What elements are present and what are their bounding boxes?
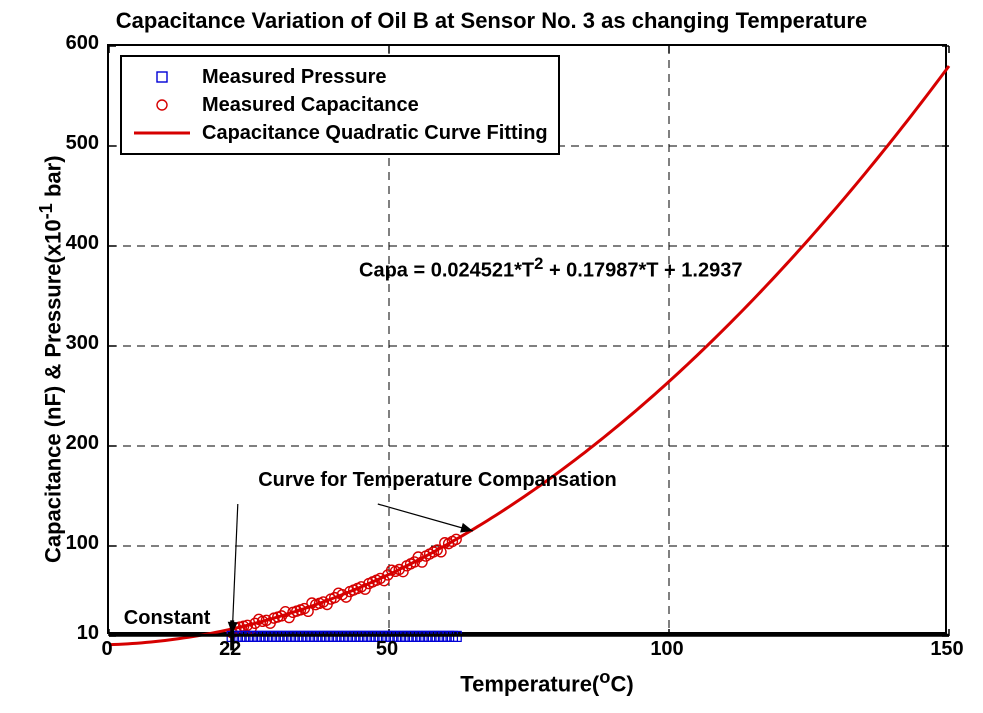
tick-label: 0 xyxy=(101,638,112,661)
legend-row: Measured Capacitance xyxy=(132,91,548,119)
legend-swatch xyxy=(132,95,192,115)
equation-sup: 2 xyxy=(534,254,543,273)
tick-label: 500 xyxy=(66,132,99,155)
tick-label: 300 xyxy=(66,332,99,355)
legend-label: Capacitance Quadratic Curve Fitting xyxy=(202,122,548,145)
tick-label: 100 xyxy=(66,532,99,555)
tick-label: 100 xyxy=(650,638,683,661)
y-axis-label-suffix: bar) xyxy=(40,156,65,204)
legend-swatch xyxy=(132,123,192,143)
measured-capacitance-series xyxy=(227,534,461,638)
y-axis-label-prefix: Capacitance (nF) & Pressure(x10 xyxy=(40,220,65,564)
legend-label: Measured Capacitance xyxy=(202,94,419,117)
annotation-arrow xyxy=(378,504,473,533)
x-axis-label-suffix: C) xyxy=(610,671,633,696)
equation-suffix: + 0.17987*T + 1.2937 xyxy=(543,260,742,282)
equation-annotation: Capa = 0.024521*T2 + 0.17987*T + 1.2937 xyxy=(359,254,742,283)
legend-row: Capacitance Quadratic Curve Fitting xyxy=(132,119,548,147)
annotation-arrow xyxy=(228,504,238,634)
figure: Capacitance Variation of Oil B at Sensor… xyxy=(0,0,983,713)
tick-label: 150 xyxy=(930,638,963,661)
tick-label: 600 xyxy=(66,32,99,55)
legend-swatch xyxy=(132,67,192,87)
chart-title: Capacitance Variation of Oil B at Sensor… xyxy=(0,8,983,34)
tick-label: 22 xyxy=(219,638,241,661)
tick-label: 10 xyxy=(77,622,99,645)
equation-prefix: Capa = 0.024521*T xyxy=(359,260,534,282)
tick-label: 400 xyxy=(66,232,99,255)
x-axis-label-prefix: Temperature( xyxy=(460,671,599,696)
tick-label: 200 xyxy=(66,432,99,455)
x-axis-label: Temperature(oC) xyxy=(417,666,677,697)
legend-row: Measured Pressure xyxy=(132,63,548,91)
tick-label: 50 xyxy=(376,638,398,661)
constant-annotation: Constant xyxy=(124,607,211,630)
x-axis-label-sup: o xyxy=(599,666,610,687)
y-axis-label: Capacitance (nF) & Pressure(x10-1 bar) xyxy=(35,156,66,564)
legend-label: Measured Pressure xyxy=(202,66,387,89)
curve-annotation: Curve for Temperature Compansation xyxy=(258,469,617,492)
y-axis-label-sup: -1 xyxy=(35,203,56,219)
legend: Measured Pressure Measured Capacitance Cap… xyxy=(120,55,560,155)
